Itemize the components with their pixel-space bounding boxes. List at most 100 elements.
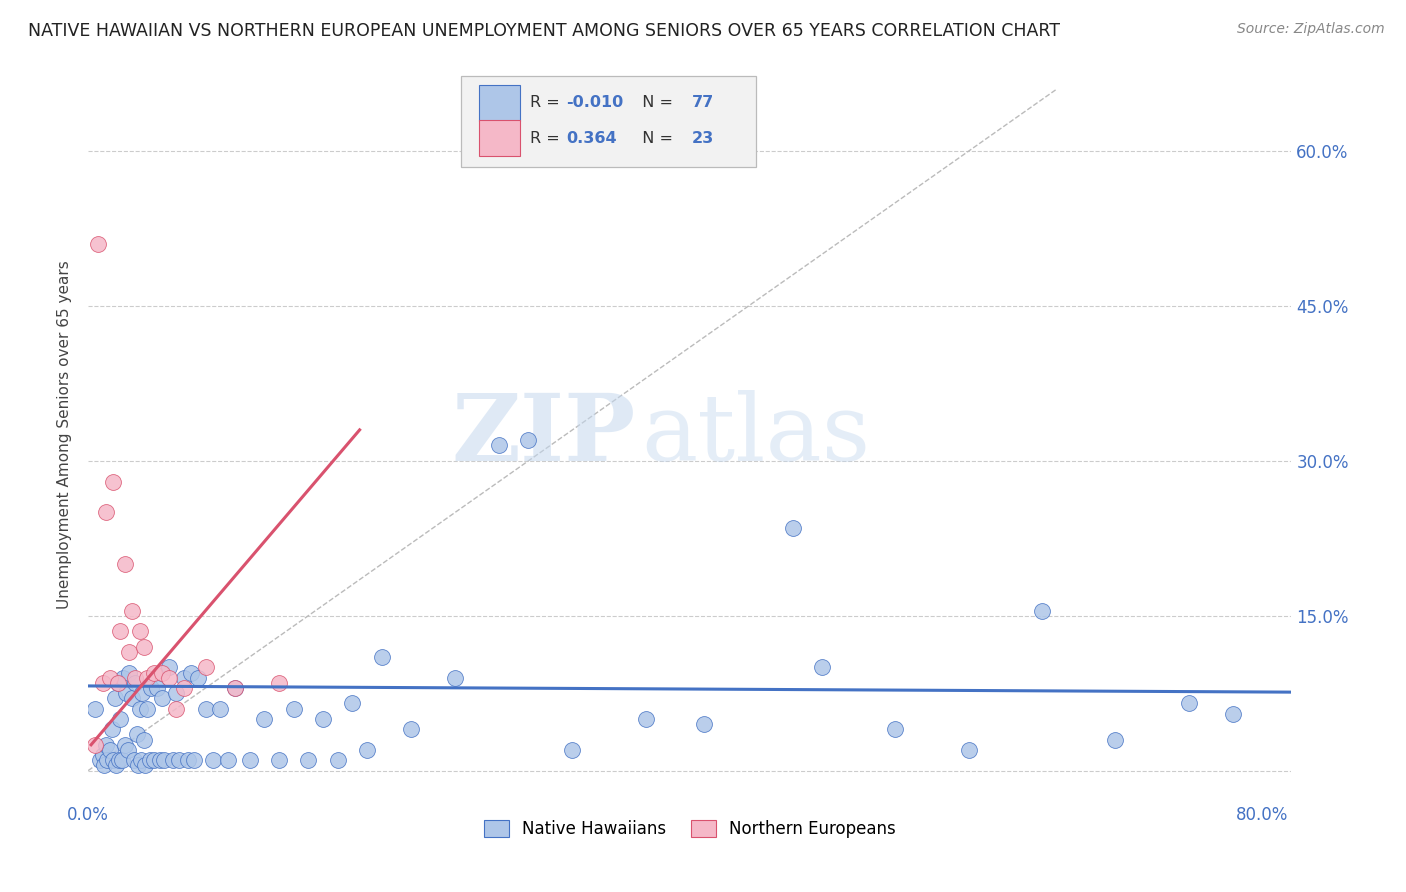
Point <box>91 748 114 763</box>
Point <box>312 712 335 726</box>
Point <box>239 753 262 767</box>
Point <box>634 712 657 726</box>
Point <box>224 681 246 695</box>
Point <box>125 727 148 741</box>
Text: ZIP: ZIP <box>451 390 636 480</box>
Point <box>267 753 290 767</box>
Point <box>194 701 217 715</box>
Y-axis label: Unemployment Among Seniors over 65 years: Unemployment Among Seniors over 65 years <box>58 260 72 609</box>
Point <box>143 753 166 767</box>
Point <box>217 753 239 767</box>
Point <box>101 753 124 767</box>
FancyBboxPatch shape <box>461 76 756 168</box>
Point <box>108 753 131 767</box>
Point <box>114 738 136 752</box>
Point <box>146 681 169 695</box>
Point <box>180 665 202 680</box>
Point <box>91 676 114 690</box>
Point <box>135 671 157 685</box>
Point <box>283 701 305 715</box>
Point <box>134 758 156 772</box>
Point <box>110 712 132 726</box>
Point <box>132 640 155 654</box>
Point <box>693 717 716 731</box>
Point <box>173 671 195 685</box>
Point <box>1104 732 1126 747</box>
Point <box>117 743 139 757</box>
Point <box>782 521 804 535</box>
Point <box>87 237 110 252</box>
Point <box>93 758 115 772</box>
Point <box>162 753 184 767</box>
Point <box>94 506 117 520</box>
Point <box>84 738 107 752</box>
Point <box>150 691 173 706</box>
Point <box>121 603 143 617</box>
Point <box>201 753 224 767</box>
Point <box>118 645 141 659</box>
Point <box>110 624 132 639</box>
Text: -0.010: -0.010 <box>565 95 623 111</box>
Point <box>94 738 117 752</box>
Point <box>96 753 118 767</box>
Point <box>98 671 121 685</box>
Point <box>153 753 176 767</box>
Point <box>127 758 149 772</box>
Text: R =: R = <box>530 95 565 111</box>
Point <box>114 557 136 571</box>
Point <box>224 681 246 695</box>
Text: 0.364: 0.364 <box>565 130 616 145</box>
Text: atlas: atlas <box>641 390 870 480</box>
Point <box>326 753 349 767</box>
Point <box>122 753 145 767</box>
Point <box>187 671 209 685</box>
Point <box>517 434 540 448</box>
Point <box>107 676 129 690</box>
Point <box>1177 697 1199 711</box>
Point <box>118 665 141 680</box>
Point <box>370 650 392 665</box>
Point <box>165 701 187 715</box>
Text: R =: R = <box>530 130 565 145</box>
Point <box>150 665 173 680</box>
Point <box>121 691 143 706</box>
Point <box>143 665 166 680</box>
Point <box>129 753 152 767</box>
Point <box>1222 706 1244 721</box>
Point <box>173 681 195 695</box>
Point <box>253 712 276 726</box>
Point <box>100 723 122 737</box>
Point <box>103 691 125 706</box>
Point <box>111 753 134 767</box>
Point <box>107 676 129 690</box>
Text: N =: N = <box>633 95 678 111</box>
Point <box>124 676 146 690</box>
Point <box>561 743 583 757</box>
Text: 77: 77 <box>692 95 714 111</box>
Point <box>194 660 217 674</box>
Point <box>177 753 200 767</box>
Point <box>141 681 163 695</box>
Point <box>356 743 378 757</box>
Legend: Native Hawaiians, Northern Europeans: Native Hawaiians, Northern Europeans <box>477 813 903 845</box>
Point <box>84 701 107 715</box>
Text: 23: 23 <box>692 130 714 145</box>
Point <box>267 676 290 690</box>
Point <box>167 753 190 767</box>
Point <box>115 686 138 700</box>
Text: Source: ZipAtlas.com: Source: ZipAtlas.com <box>1237 22 1385 37</box>
Point <box>165 686 187 700</box>
FancyBboxPatch shape <box>479 85 520 121</box>
Point <box>105 758 128 772</box>
Point <box>149 753 172 767</box>
Point <box>1031 603 1053 617</box>
Point <box>297 753 319 767</box>
FancyBboxPatch shape <box>479 120 520 156</box>
Point <box>128 624 150 639</box>
Point <box>112 671 135 685</box>
Text: NATIVE HAWAIIAN VS NORTHERN EUROPEAN UNEMPLOYMENT AMONG SENIORS OVER 65 YEARS CO: NATIVE HAWAIIAN VS NORTHERN EUROPEAN UNE… <box>28 22 1060 40</box>
Point <box>131 686 153 700</box>
Point <box>101 475 124 489</box>
Point <box>132 732 155 747</box>
Point <box>183 753 205 767</box>
